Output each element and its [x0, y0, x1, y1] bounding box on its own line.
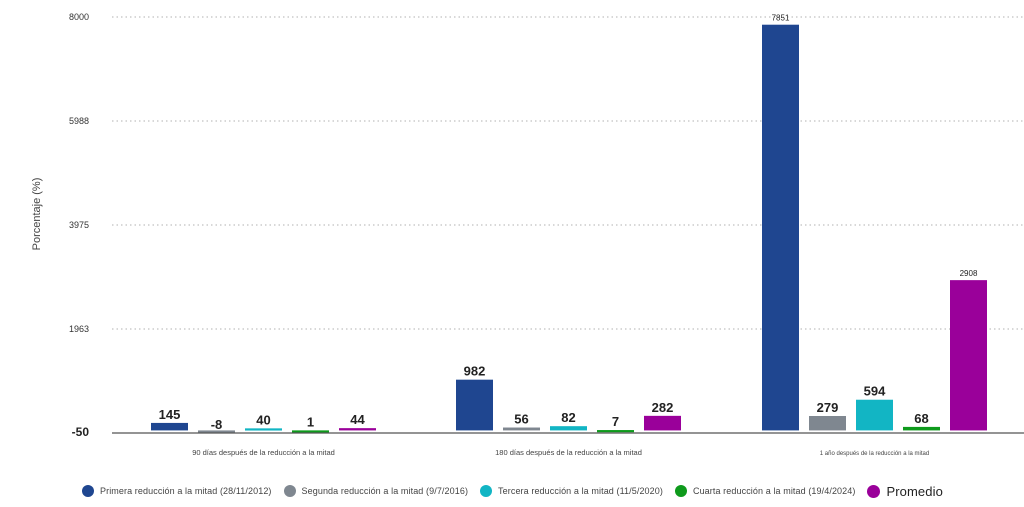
y-tick-label: 8000 — [69, 12, 89, 22]
bar — [292, 430, 329, 433]
legend-item: Segunda reducción a la mitad (9/7/2016) — [283, 485, 469, 497]
bar — [550, 426, 587, 431]
x-axis-ticks: 90 días después de la reducción a la mit… — [192, 448, 929, 457]
bar — [597, 430, 634, 433]
legend-swatch — [283, 485, 296, 497]
legend-label: Promedio — [886, 483, 943, 499]
data-label: 279 — [817, 400, 839, 415]
data-label: 68 — [914, 411, 928, 426]
y-axis-ticks: -50 1963 3975 5988 8000 — [69, 12, 89, 439]
legend-swatch — [867, 484, 881, 498]
legend-label: Tercera reducción a la mitad (11/5/2020) — [498, 486, 663, 496]
data-label: 7 — [612, 414, 619, 429]
bar-chart: -50 1963 3975 5988 8000 Porcentaje (%) 145 -8… — [31, 12, 1024, 457]
legend-swatch — [82, 485, 94, 497]
x-tick-label: 180 días después de la reducción a la mi… — [495, 448, 642, 457]
bar — [856, 399, 893, 431]
bar — [950, 280, 987, 431]
bar — [339, 428, 376, 431]
data-label: 282 — [652, 400, 674, 415]
bar — [809, 415, 846, 431]
legend-item: Tercera reducción a la mitad (11/5/2020) — [480, 485, 663, 497]
data-label: 40 — [256, 412, 270, 427]
y-tick-label: 5988 — [69, 116, 89, 126]
data-label: 982 — [464, 364, 486, 379]
data-labels: 145 -8 40 1 44 982 56 82 7 282 7851 279 594 68 2908 — [159, 14, 978, 432]
legend-swatch — [674, 485, 687, 497]
y-tick-label: 3975 — [69, 220, 89, 230]
legend: Primera reducción a la mitad (28/11/2012… — [82, 483, 955, 499]
bars — [151, 24, 987, 433]
legend-item: Primera reducción a la mitad (28/11/2012… — [82, 485, 272, 497]
bar — [456, 379, 493, 431]
legend-label: Segunda reducción a la mitad (9/7/2016) — [301, 486, 469, 496]
legend-label: Primera reducción a la mitad (28/11/2012… — [100, 486, 272, 496]
data-label: 56 — [514, 412, 528, 427]
data-label: 594 — [864, 384, 886, 399]
bar — [644, 415, 681, 431]
data-label: -8 — [211, 417, 223, 432]
y-tick-label: 1963 — [69, 324, 89, 334]
bar — [503, 427, 540, 431]
data-label: 7851 — [772, 14, 790, 23]
data-label: 1 — [307, 414, 314, 429]
bar — [762, 24, 799, 431]
gridlines — [112, 16, 1024, 330]
bar — [903, 426, 940, 431]
data-label: 44 — [350, 412, 365, 427]
data-label: 2908 — [960, 269, 978, 278]
bar — [198, 430, 235, 433]
data-label: 82 — [561, 410, 575, 425]
x-tick-label: 1 año después de la reducción a la mitad — [820, 451, 929, 457]
bar — [151, 422, 188, 431]
data-label: 145 — [159, 407, 181, 422]
y-tick-label: -50 — [72, 425, 90, 439]
y-axis-label: Porcentaje (%) — [31, 178, 43, 251]
x-tick-label: 90 días después de la reducción a la mit… — [192, 448, 335, 457]
legend-swatch — [480, 485, 493, 497]
legend-item: Promedio — [867, 483, 943, 499]
bar — [245, 428, 282, 431]
legend-label: Cuarta reducción a la mitad (19/4/2024) — [692, 486, 856, 496]
legend-item: Cuarta reducción a la mitad (19/4/2024) — [674, 485, 856, 497]
